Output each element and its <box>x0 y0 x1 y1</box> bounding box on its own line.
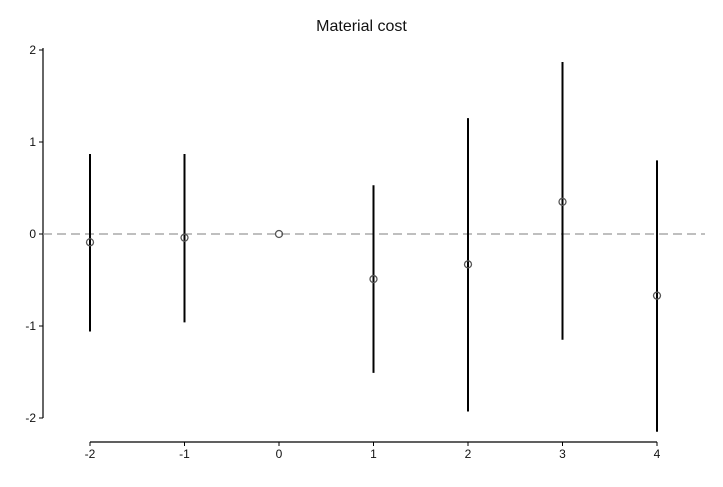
point-estimate <box>274 229 284 239</box>
y-tick-label: -1 <box>25 319 36 333</box>
y-tick-label: -2 <box>25 411 36 425</box>
x-tick-label: 4 <box>654 447 661 461</box>
x-tick-label: -1 <box>179 447 190 461</box>
point-estimate <box>652 291 662 300</box>
point-estimate <box>85 238 95 247</box>
y-tick-label: 2 <box>29 43 36 57</box>
x-tick-label: -2 <box>85 447 96 461</box>
x-tick-label: 2 <box>465 447 472 461</box>
point-estimate <box>463 260 473 269</box>
x-tick-label: 3 <box>559 447 566 461</box>
point-estimate <box>180 233 189 242</box>
y-tick-label: 0 <box>29 227 36 241</box>
point-estimate <box>369 274 378 284</box>
chart-title: Material cost <box>316 18 407 35</box>
y-tick-label: 1 <box>29 135 36 149</box>
point-estimate <box>558 197 567 206</box>
x-tick-label: 0 <box>276 447 283 461</box>
x-tick-label: 1 <box>370 447 377 461</box>
